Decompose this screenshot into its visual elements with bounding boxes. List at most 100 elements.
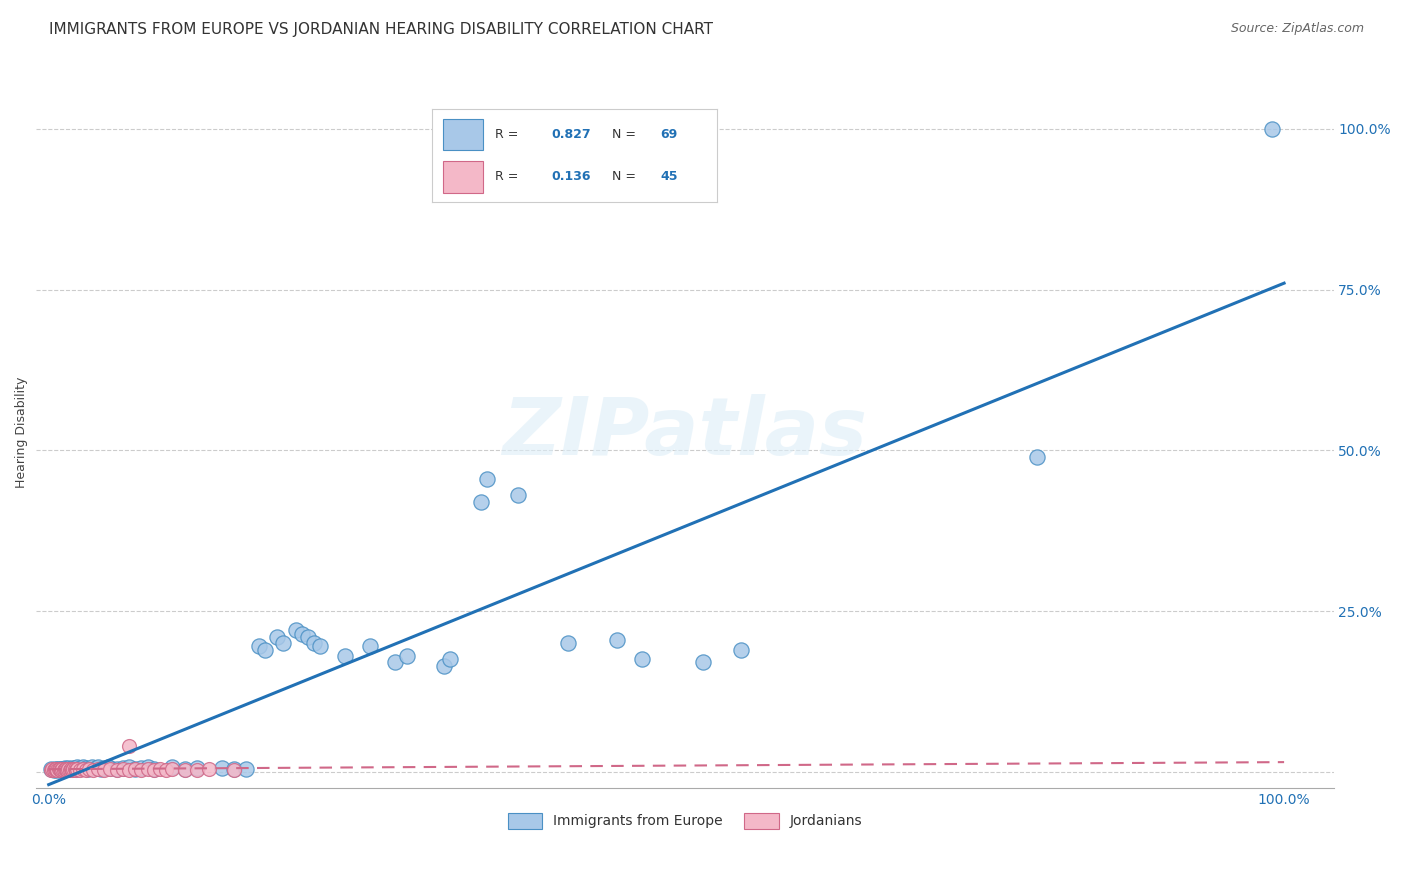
Legend: Immigrants from Europe, Jordanians: Immigrants from Europe, Jordanians — [502, 807, 868, 834]
Point — [124, 762, 146, 776]
Point — [69, 761, 91, 775]
Point — [335, 648, 357, 663]
Point — [606, 632, 628, 647]
Point — [97, 760, 120, 774]
Point — [72, 760, 94, 774]
Point — [118, 763, 141, 777]
Point — [124, 762, 146, 776]
Text: IMMIGRANTS FROM EUROPE VS JORDANIAN HEARING DISABILITY CORRELATION CHART: IMMIGRANTS FROM EUROPE VS JORDANIAN HEAR… — [49, 22, 713, 37]
Point — [304, 636, 326, 650]
Point — [62, 762, 84, 776]
Point — [1026, 450, 1049, 464]
Point — [72, 762, 94, 776]
Point — [253, 642, 276, 657]
Point — [284, 624, 307, 638]
Text: Source: ZipAtlas.com: Source: ZipAtlas.com — [1230, 22, 1364, 36]
Point — [66, 760, 89, 774]
Point — [49, 762, 72, 776]
Point — [222, 762, 245, 776]
Point — [291, 626, 314, 640]
Point — [77, 762, 100, 776]
Point — [105, 762, 128, 776]
Point — [44, 762, 66, 776]
Point — [273, 636, 295, 650]
Point — [142, 763, 165, 777]
Point — [105, 763, 128, 777]
Point — [118, 760, 141, 774]
Point — [142, 762, 165, 776]
Point — [359, 640, 381, 654]
Point — [60, 763, 83, 777]
Point — [90, 762, 112, 776]
Point — [41, 762, 63, 776]
Point — [160, 762, 183, 776]
Point — [118, 739, 141, 753]
Point — [66, 762, 89, 776]
Point — [39, 762, 62, 776]
Point — [59, 762, 82, 776]
Point — [87, 760, 110, 774]
Point — [160, 760, 183, 774]
Point — [46, 762, 69, 776]
Point — [44, 762, 66, 776]
Point — [136, 762, 159, 776]
Point — [477, 472, 499, 486]
Point — [65, 762, 87, 776]
Point — [49, 763, 72, 777]
Point — [63, 761, 86, 775]
Point — [62, 762, 84, 776]
Point — [52, 762, 75, 776]
Point — [111, 762, 134, 776]
Point — [131, 761, 153, 775]
Point — [51, 762, 73, 776]
Point — [155, 763, 177, 777]
Point — [222, 763, 245, 777]
Point — [198, 762, 221, 776]
Point — [395, 648, 418, 663]
Point — [470, 494, 492, 508]
Point — [508, 488, 530, 502]
Point — [630, 652, 652, 666]
Point — [439, 652, 461, 666]
Y-axis label: Hearing Disability: Hearing Disability — [15, 377, 28, 488]
Point — [49, 762, 72, 776]
Point — [692, 656, 714, 670]
Point — [235, 762, 257, 776]
Point — [48, 762, 70, 776]
Point — [149, 762, 172, 776]
Point — [309, 640, 332, 654]
Point — [56, 763, 79, 777]
Point — [247, 640, 270, 654]
Point — [45, 763, 67, 777]
Point — [186, 763, 208, 777]
Text: ZIPatlas: ZIPatlas — [502, 393, 868, 472]
Point — [1261, 121, 1284, 136]
Point — [63, 762, 86, 776]
Point — [49, 763, 72, 777]
Point — [730, 642, 752, 657]
Point — [84, 761, 107, 775]
Point — [56, 762, 79, 776]
Point — [173, 763, 195, 777]
Point — [42, 763, 65, 777]
Point — [59, 763, 82, 777]
Point — [93, 763, 115, 777]
Point — [131, 763, 153, 777]
Point — [297, 630, 319, 644]
Point — [52, 763, 75, 777]
Point — [384, 656, 406, 670]
Point — [266, 630, 288, 644]
Point — [75, 761, 97, 775]
Point — [111, 761, 134, 775]
Point — [433, 658, 456, 673]
Point — [211, 761, 233, 775]
Point — [45, 762, 67, 776]
Point — [100, 762, 122, 776]
Point — [186, 761, 208, 775]
Point — [53, 761, 76, 775]
Point — [87, 762, 110, 776]
Point — [53, 762, 76, 776]
Point — [42, 763, 65, 777]
Point — [79, 762, 101, 776]
Point — [59, 762, 82, 776]
